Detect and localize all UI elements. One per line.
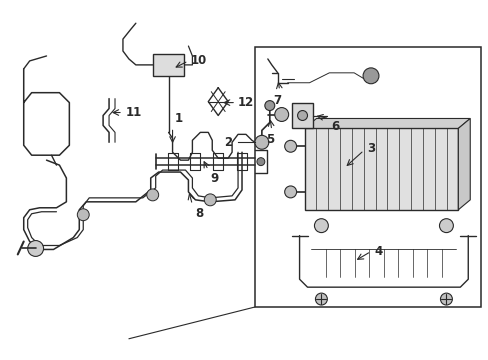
Text: 3: 3 <box>366 142 374 155</box>
Text: 5: 5 <box>265 133 273 147</box>
Circle shape <box>439 219 452 233</box>
Circle shape <box>314 219 327 233</box>
Circle shape <box>274 108 288 121</box>
Circle shape <box>256 158 264 166</box>
Circle shape <box>362 68 378 84</box>
Circle shape <box>297 111 307 121</box>
Polygon shape <box>457 118 469 210</box>
Circle shape <box>284 186 296 198</box>
Circle shape <box>315 293 326 305</box>
Text: 12: 12 <box>238 96 254 109</box>
Text: 4: 4 <box>373 245 382 258</box>
Text: 9: 9 <box>210 172 218 185</box>
Bar <box>152 54 184 76</box>
Circle shape <box>204 194 216 206</box>
Circle shape <box>77 209 89 221</box>
Circle shape <box>146 189 158 201</box>
Circle shape <box>440 293 451 305</box>
Circle shape <box>264 100 274 111</box>
Text: 8: 8 <box>195 207 203 220</box>
Bar <box>304 129 457 210</box>
Bar <box>291 103 313 129</box>
Text: 6: 6 <box>331 121 339 134</box>
Text: 7: 7 <box>273 94 281 107</box>
Circle shape <box>254 135 268 149</box>
Bar <box>254 47 480 307</box>
Circle shape <box>284 140 296 152</box>
Polygon shape <box>304 118 469 129</box>
Circle shape <box>28 240 43 256</box>
Text: 11: 11 <box>126 106 142 119</box>
Text: 2: 2 <box>224 136 232 149</box>
Text: 1: 1 <box>174 112 183 125</box>
Text: 10: 10 <box>190 54 206 67</box>
